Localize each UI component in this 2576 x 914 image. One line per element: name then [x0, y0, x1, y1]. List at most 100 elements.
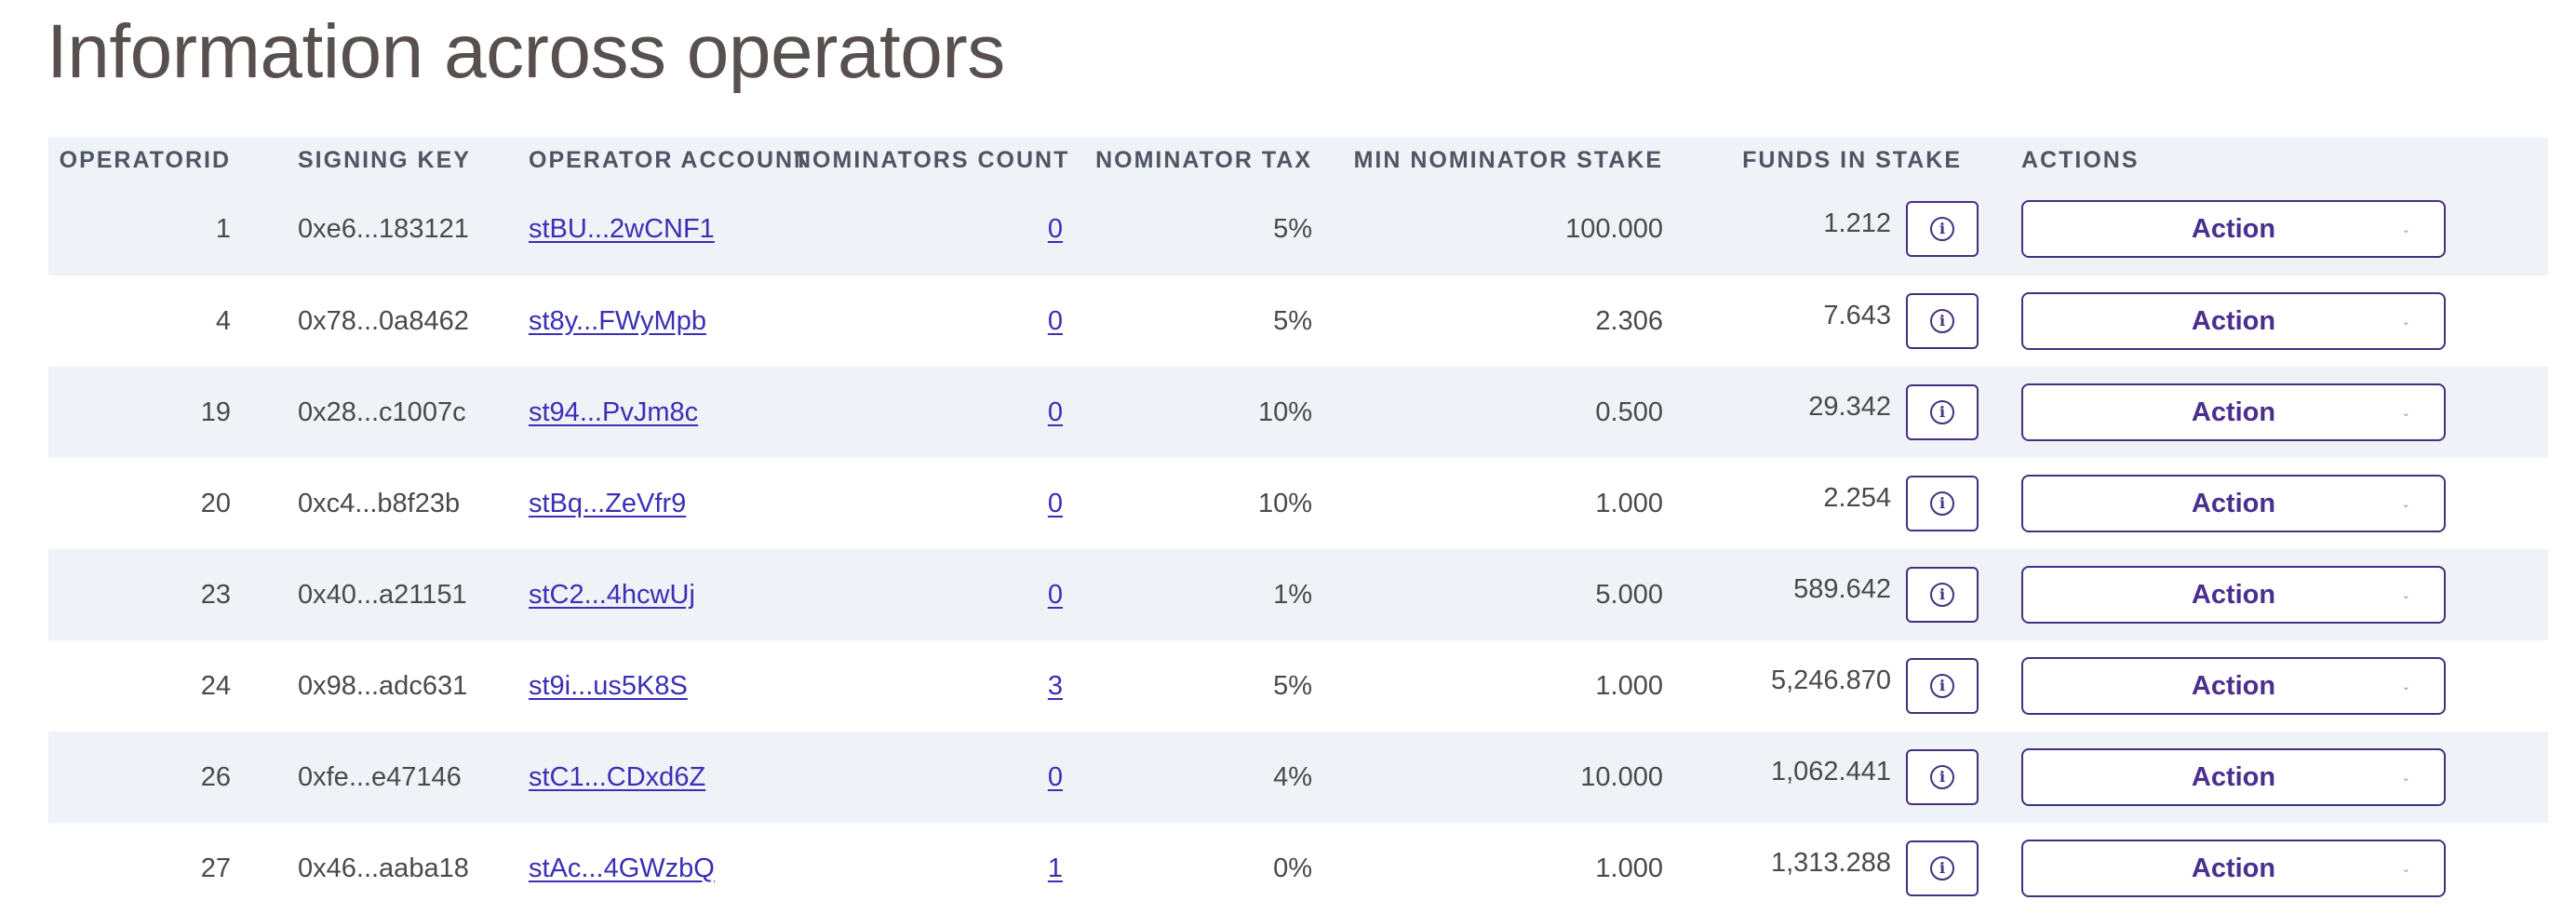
operator-account-link[interactable]: st9i...us5K8S	[529, 670, 688, 701]
funds-in-stake-value: 1,062.441	[1770, 756, 1891, 786]
info-button[interactable]: i	[1906, 476, 1979, 531]
funds-in-stake-cell: 589.642 i	[1691, 549, 1982, 640]
signing-key: 0x98...adc631	[298, 670, 468, 701]
nominators-count-link[interactable]: 0	[1047, 488, 1063, 518]
operator-account-link[interactable]: stC2...4hcwUj	[529, 579, 695, 610]
operator-account-cell: stC2...4hcwUj	[502, 549, 794, 640]
operator-id-cell: 27	[48, 823, 264, 914]
operator-account-link[interactable]: st8y...FWyMpb	[529, 305, 706, 336]
action-dropdown-button[interactable]: Action ⌄	[2021, 748, 2446, 806]
nominators-count-cell: 3	[794, 640, 1091, 732]
column-header-min-nominator-stake[interactable]: MIN NOMINATOR STAKE	[1340, 138, 1691, 182]
actions-cell: Action ⌄	[1982, 367, 2548, 458]
info-button[interactable]: i	[1906, 840, 1979, 896]
action-dropdown-button[interactable]: Action ⌄	[2021, 292, 2446, 350]
nominator-tax: 5%	[1273, 305, 1312, 336]
table-row: 1 0xe6...183121 stBU...2wCNF1 0 5% 100.0…	[48, 182, 2548, 276]
action-dropdown-button[interactable]: Action ⌄	[2021, 566, 2446, 624]
action-dropdown-button[interactable]: Action ⌄	[2021, 657, 2446, 715]
action-dropdown-button[interactable]: Action ⌄	[2021, 200, 2446, 258]
column-header-nominators-count[interactable]: NOMINATORS COUNT	[794, 138, 1091, 182]
funds-wrapper: 5,246.870 i	[1691, 658, 1982, 714]
nominators-count-link[interactable]: 1	[1047, 853, 1063, 883]
min-nominator-stake-cell: 5.000	[1340, 549, 1691, 640]
table-row: 20 0xc4...b8f23b stBq...ZeVfr9 0 10% 1.0…	[48, 458, 2548, 549]
nominator-tax-cell: 5%	[1091, 640, 1340, 732]
nominators-count-link[interactable]: 0	[1047, 397, 1063, 427]
signing-key-cell: 0xe6...183121	[264, 182, 502, 276]
info-button[interactable]: i	[1906, 201, 1979, 257]
column-header-signing-key[interactable]: SIGNING KEY	[264, 138, 502, 182]
funds-in-stake-value: 1.212	[1823, 208, 1891, 238]
nominators-count-cell: 0	[794, 182, 1091, 276]
action-dropdown-button[interactable]: Action ⌄	[2021, 840, 2446, 897]
funds-in-stake-cell: 2.254 i	[1691, 458, 1982, 549]
nominator-tax: 5%	[1273, 213, 1312, 244]
column-header-operator-account[interactable]: OPERATOR ACCOUNT	[502, 138, 808, 182]
min-nominator-stake-cell: 2.306	[1340, 276, 1691, 367]
column-header-funds-in-stake[interactable]: FUNDS IN STAKE	[1691, 138, 1982, 182]
min-nominator-stake-cell: 1.000	[1340, 640, 1691, 732]
nominator-tax: 10%	[1257, 397, 1312, 427]
nominator-tax-cell: 10%	[1091, 367, 1340, 458]
operator-account-link[interactable]: st94...PvJm8c	[529, 397, 699, 427]
table-body: 1 0xe6...183121 stBU...2wCNF1 0 5% 100.0…	[48, 182, 2548, 914]
operator-account-link[interactable]: stAc...4GWzbQ	[529, 853, 715, 883]
signing-key: 0x28...c1007c	[298, 397, 466, 427]
min-nominator-stake-cell: 1.000	[1340, 823, 1691, 914]
min-nominator-stake: 10.000	[1580, 761, 1663, 792]
nominator-tax-cell: 5%	[1091, 182, 1340, 276]
actions-cell: Action ⌄	[1982, 182, 2548, 276]
chevron-down-icon: ⌄	[2401, 864, 2410, 875]
signing-key-cell: 0x28...c1007c	[264, 367, 502, 458]
nominators-count-cell: 0	[794, 276, 1091, 367]
min-nominator-stake: 1.000	[1595, 488, 1663, 518]
info-button[interactable]: i	[1906, 567, 1979, 623]
nominators-count-link[interactable]: 0	[1047, 579, 1063, 610]
action-dropdown-button[interactable]: Action ⌄	[2021, 383, 2446, 441]
nominator-tax: 4%	[1273, 761, 1312, 792]
funds-wrapper: 7.643 i	[1691, 293, 1982, 349]
operator-id: 4	[215, 305, 231, 336]
table-row: 24 0x98...adc631 st9i...us5K8S 3 5% 1.00…	[48, 640, 2548, 732]
chevron-down-icon: ⌄	[2401, 773, 2410, 784]
operator-account-cell: st8y...FWyMpb	[502, 276, 794, 367]
nominators-count-link[interactable]: 0	[1047, 213, 1063, 244]
signing-key-cell: 0x40...a21151	[264, 549, 502, 640]
info-button[interactable]: i	[1906, 384, 1979, 440]
action-button-label: Action	[2191, 488, 2276, 518]
nominators-count-link[interactable]: 0	[1047, 305, 1063, 336]
operator-account-cell: stC1...CDxd6Z	[502, 732, 794, 823]
operator-id: 24	[200, 670, 231, 701]
table-header: OPERATORID SIGNING KEY OPERATOR ACCOUNT …	[48, 138, 2548, 182]
info-button[interactable]: i	[1906, 749, 1979, 805]
min-nominator-stake: 2.306	[1595, 305, 1663, 336]
operator-id-cell: 26	[48, 732, 264, 823]
table-row: 19 0x28...c1007c st94...PvJm8c 0 10% 0.5…	[48, 367, 2548, 458]
signing-key-cell: 0xfe...e47146	[264, 732, 502, 823]
operator-account-cell: st94...PvJm8c	[502, 367, 794, 458]
column-header-nominator-tax[interactable]: NOMINATOR TAX	[1091, 138, 1340, 182]
nominator-tax-cell: 1%	[1091, 549, 1340, 640]
operator-id: 26	[200, 761, 231, 792]
action-dropdown-button[interactable]: Action ⌄	[2021, 475, 2446, 532]
operator-account-link[interactable]: stBU...2wCNF1	[529, 213, 715, 244]
nominator-tax: 0%	[1273, 853, 1312, 883]
funds-in-stake-value: 5,246.870	[1770, 665, 1891, 695]
info-button[interactable]: i	[1906, 293, 1979, 349]
operator-id-cell: 19	[48, 367, 264, 458]
funds-wrapper: 589.642 i	[1691, 567, 1982, 623]
column-header-operator-id[interactable]: OPERATORID	[48, 138, 264, 182]
operator-account-link[interactable]: stC1...CDxd6Z	[529, 761, 706, 792]
signing-key-cell: 0x78...0a8462	[264, 276, 502, 367]
operator-account-link[interactable]: stBq...ZeVfr9	[529, 488, 687, 518]
nominators-count-link[interactable]: 0	[1047, 761, 1063, 792]
action-button-label: Action	[2191, 305, 2276, 336]
info-icon: i	[1930, 765, 1954, 789]
info-button[interactable]: i	[1906, 658, 1979, 714]
table-row: 26 0xfe...e47146 stC1...CDxd6Z 0 4% 10.0…	[48, 732, 2548, 823]
signing-key: 0x78...0a8462	[298, 305, 469, 336]
nominators-count-link[interactable]: 3	[1047, 670, 1063, 701]
table-row: 27 0x46...aaba18 stAc...4GWzbQ 1 0% 1.00…	[48, 823, 2548, 914]
operator-account-cell: stAc...4GWzbQ	[502, 823, 794, 914]
